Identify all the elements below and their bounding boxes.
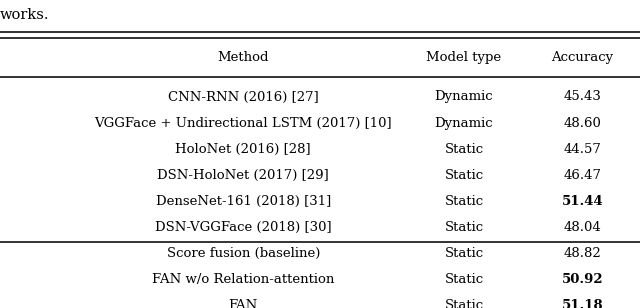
Text: 48.82: 48.82	[564, 246, 601, 260]
Text: Method: Method	[218, 51, 269, 64]
Text: Score fusion (baseline): Score fusion (baseline)	[166, 246, 320, 260]
Text: 45.43: 45.43	[563, 91, 602, 103]
Text: works.: works.	[0, 8, 49, 22]
Text: DenseNet-161 (2018) [31]: DenseNet-161 (2018) [31]	[156, 195, 331, 208]
Text: 51.18: 51.18	[561, 299, 604, 308]
Text: DSN-HoloNet (2017) [29]: DSN-HoloNet (2017) [29]	[157, 169, 329, 182]
Text: 50.92: 50.92	[561, 273, 604, 286]
Text: DSN-VGGFace (2018) [30]: DSN-VGGFace (2018) [30]	[155, 221, 332, 234]
Text: VGGFace + Undirectional LSTM (2017) [10]: VGGFace + Undirectional LSTM (2017) [10]	[94, 117, 392, 130]
Text: 46.47: 46.47	[563, 169, 602, 182]
Text: Dynamic: Dynamic	[435, 117, 493, 130]
Text: 48.04: 48.04	[564, 221, 601, 234]
Text: Static: Static	[444, 143, 484, 156]
Text: CNN-RNN (2016) [27]: CNN-RNN (2016) [27]	[168, 91, 319, 103]
Text: Static: Static	[444, 195, 484, 208]
Text: 48.60: 48.60	[563, 117, 602, 130]
Text: 51.44: 51.44	[561, 195, 604, 208]
Text: Static: Static	[444, 221, 484, 234]
Text: Dynamic: Dynamic	[435, 91, 493, 103]
Text: Static: Static	[444, 246, 484, 260]
Text: FAN w/o Relation-attention: FAN w/o Relation-attention	[152, 273, 334, 286]
Text: 44.57: 44.57	[563, 143, 602, 156]
Text: Static: Static	[444, 169, 484, 182]
Text: Static: Static	[444, 273, 484, 286]
Text: FAN: FAN	[228, 299, 258, 308]
Text: Static: Static	[444, 299, 484, 308]
Text: Model type: Model type	[426, 51, 502, 64]
Text: Accuracy: Accuracy	[551, 51, 614, 64]
Text: HoloNet (2016) [28]: HoloNet (2016) [28]	[175, 143, 311, 156]
